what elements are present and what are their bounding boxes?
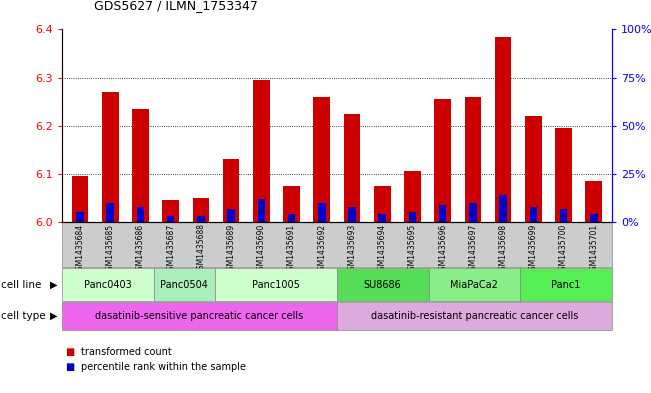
Bar: [288, 214, 296, 222]
Bar: [409, 213, 416, 222]
Text: ■: ■: [65, 347, 74, 357]
Text: percentile rank within the sample: percentile rank within the sample: [81, 362, 246, 373]
Bar: [132, 109, 148, 222]
Text: Panc1: Panc1: [551, 279, 581, 290]
Bar: [162, 200, 179, 222]
Bar: [465, 97, 481, 222]
Bar: [555, 128, 572, 222]
Bar: [525, 116, 542, 222]
Text: ■: ■: [65, 362, 74, 373]
Text: dasatinib-resistant pancreatic cancer cells: dasatinib-resistant pancreatic cancer ce…: [370, 311, 578, 321]
Bar: [499, 195, 507, 222]
Bar: [197, 216, 204, 222]
Bar: [560, 209, 568, 222]
Bar: [378, 214, 386, 222]
Bar: [258, 199, 265, 222]
Bar: [348, 207, 356, 222]
Bar: [102, 92, 118, 222]
Text: ▶: ▶: [49, 311, 57, 321]
Bar: [167, 216, 174, 222]
Bar: [585, 181, 602, 222]
Bar: [404, 171, 421, 222]
Bar: [253, 80, 270, 222]
Bar: [106, 203, 114, 222]
Bar: [223, 160, 240, 222]
Bar: [469, 203, 477, 222]
Text: Panc0504: Panc0504: [160, 279, 208, 290]
Text: cell line: cell line: [1, 279, 42, 290]
Bar: [72, 176, 89, 222]
Bar: [283, 186, 300, 222]
Text: SU8686: SU8686: [364, 279, 402, 290]
Text: ▶: ▶: [49, 279, 57, 290]
Bar: [227, 209, 235, 222]
Bar: [529, 207, 537, 222]
Text: GDS5627 / ILMN_1753347: GDS5627 / ILMN_1753347: [94, 0, 258, 12]
Bar: [137, 207, 145, 222]
Bar: [193, 198, 209, 222]
Bar: [76, 213, 84, 222]
Bar: [318, 203, 326, 222]
Bar: [374, 186, 391, 222]
Text: dasatinib-sensitive pancreatic cancer cells: dasatinib-sensitive pancreatic cancer ce…: [95, 311, 303, 321]
Text: Panc1005: Panc1005: [252, 279, 299, 290]
Bar: [439, 205, 447, 222]
Text: MiaPaCa2: MiaPaCa2: [450, 279, 499, 290]
Bar: [314, 97, 330, 222]
Bar: [590, 214, 598, 222]
Text: transformed count: transformed count: [81, 347, 172, 357]
Bar: [495, 37, 512, 222]
Text: cell type: cell type: [1, 311, 46, 321]
Text: Panc0403: Panc0403: [84, 279, 132, 290]
Bar: [434, 99, 451, 222]
Bar: [344, 114, 360, 222]
